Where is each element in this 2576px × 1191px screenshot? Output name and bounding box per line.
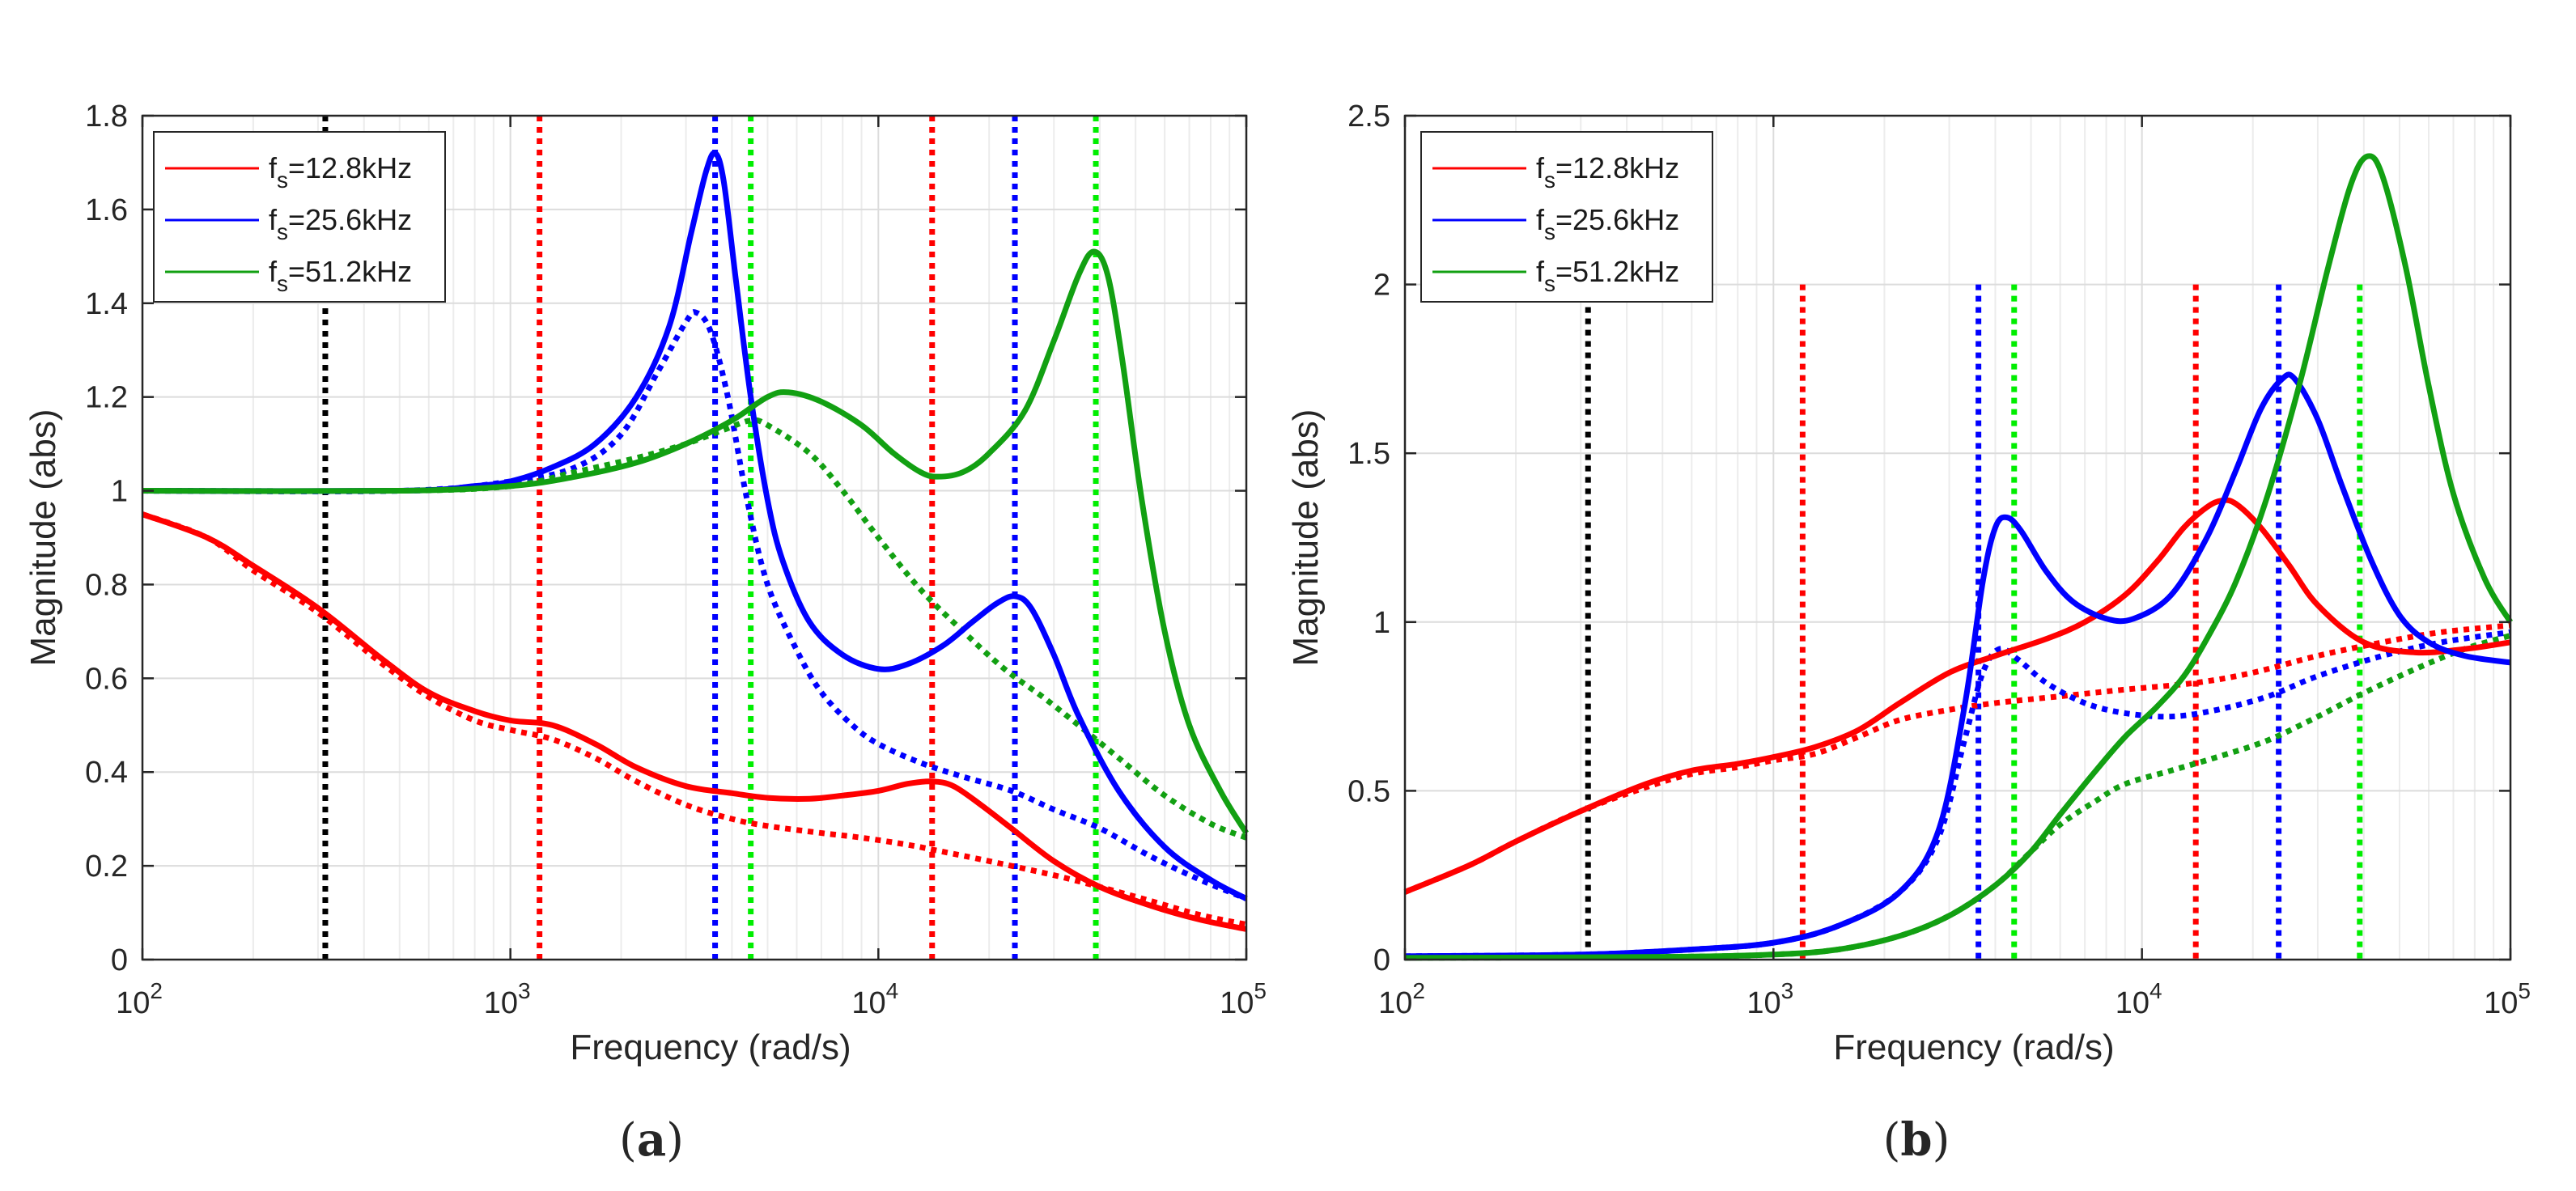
series-line-blue-solid <box>1404 371 2511 960</box>
y-tick-label: 1 <box>111 475 128 509</box>
legend-label: fs=25.6kHz <box>1536 203 1679 244</box>
x-tick-label: 102 <box>116 978 163 1020</box>
ticks <box>141 114 1248 961</box>
legend-label: fs=12.8kHz <box>1536 151 1679 193</box>
y-tick-label: 0.8 <box>85 568 128 602</box>
series-line-green-solid <box>1404 153 2514 961</box>
x-axis-label: Frequency (rad/s) <box>1833 1028 2114 1067</box>
series-group <box>141 150 1249 932</box>
y-tick-label: 0 <box>111 943 128 977</box>
x-tick-label: 102 <box>1378 978 1425 1020</box>
legend-label: fs=51.2kHz <box>269 255 412 296</box>
x-axis-label: Frequency (rad/s) <box>570 1028 851 1067</box>
x-tick-label: 103 <box>484 978 531 1020</box>
y-tick-label: 1 <box>1373 606 1390 640</box>
legend-label: fs=25.6kHz <box>269 203 412 244</box>
y-tick-label: 2 <box>1373 269 1390 303</box>
x-tick-label: 104 <box>851 978 898 1020</box>
y-tick-label: 1.2 <box>85 381 128 415</box>
y-tick-label: 0.5 <box>1347 774 1390 808</box>
series-line-green-dotted <box>1404 633 2511 961</box>
chart-panel-a: 0 0.2 0.4 0.6 0.8 1 1.2 1.4 1.6 1.8 102 103 104 105 Fr… <box>23 100 1267 1167</box>
series-line-red-solid <box>1403 497 2511 895</box>
y-tick-label: 1.4 <box>85 287 128 321</box>
y-tick-label: 0 <box>1373 943 1390 977</box>
axes-box <box>141 114 1248 961</box>
y-tick-label: 0.6 <box>85 662 128 696</box>
x-tick-label: 104 <box>2116 978 2162 1020</box>
panel-label: (a) <box>619 1113 684 1167</box>
y-tick-label: 0.4 <box>85 756 128 790</box>
legend-label: fs=51.2kHz <box>1536 255 1679 296</box>
axes-box <box>1403 114 2512 961</box>
series-line-red-dotted <box>141 511 1247 927</box>
series-line-red-solid <box>141 511 1247 932</box>
series-group <box>1403 153 2514 961</box>
x-tick-label: 103 <box>1746 978 1793 1020</box>
y-tick-label: 2.5 <box>1347 100 1390 134</box>
ticks <box>1403 114 2512 961</box>
legend: fs=12.8kHz fs=25.6kHz fs=51.2kHz <box>1420 131 1713 303</box>
legend-label: fs=12.8kHz <box>269 151 412 193</box>
chart-panel-b: 0 0.5 1 1.5 2 2.5 102 103 104 105 Frequency (rad/s… <box>1286 100 2531 1167</box>
y-axis-label: Magnitude (abs) <box>23 409 63 667</box>
series-line-green-solid <box>142 248 1249 835</box>
y-axis-label: Magnitude (abs) <box>1286 409 1326 667</box>
x-tick-label: 105 <box>2484 978 2531 1020</box>
y-tick-label: 0.2 <box>85 850 128 884</box>
panel-label: (b) <box>1883 1113 1950 1167</box>
y-tick-label: 1.5 <box>1347 437 1390 471</box>
y-tick-label: 1.8 <box>85 100 128 134</box>
series-line-blue-solid <box>142 150 1248 901</box>
x-tick-label: 105 <box>1220 978 1267 1020</box>
legend: fs=12.8kHz fs=25.6kHz fs=51.2kHz <box>153 131 446 303</box>
legend-box <box>1420 131 1713 303</box>
y-tick-label: 1.6 <box>85 193 128 227</box>
legend-box <box>153 131 446 303</box>
